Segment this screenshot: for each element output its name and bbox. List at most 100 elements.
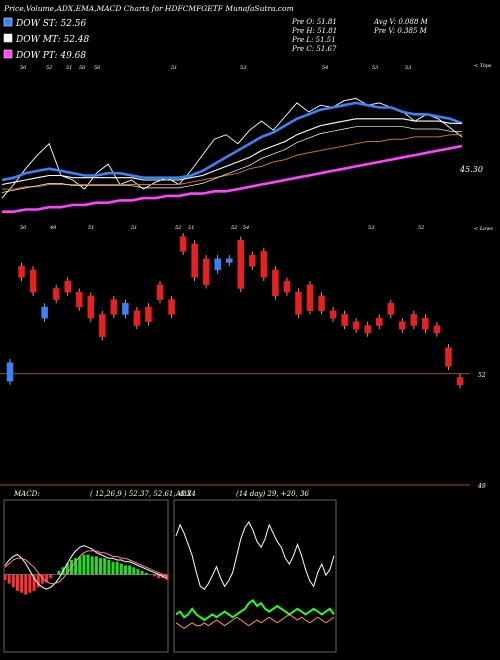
bottom-tick-label: 50 <box>20 225 27 231</box>
bottom-tick-label: 52 <box>418 225 424 231</box>
stat-prev-low: Pre L: 51.51 <box>291 36 336 44</box>
adx-panel <box>175 521 335 630</box>
bottom-tick-label: 53 <box>368 225 374 231</box>
macd-signal-line <box>4 550 168 585</box>
candle-body <box>168 299 175 315</box>
series-ema-long <box>2 134 462 190</box>
candle-body <box>387 303 395 315</box>
top-tick-label: 53 <box>372 65 378 71</box>
top-tick-label: 54 <box>322 65 328 71</box>
top-tick-label: 50 <box>20 65 27 71</box>
top-tick-label: 53 <box>240 65 246 71</box>
bottom-tick-label: 51 <box>131 225 137 231</box>
candle-body <box>145 306 152 323</box>
candle-body <box>99 314 106 337</box>
bottom-tick-label: 49 <box>49 225 57 231</box>
candle-body <box>52 288 60 300</box>
candle-body <box>179 236 187 252</box>
top-tick-label: 51 <box>66 65 72 71</box>
candle-body <box>41 306 48 319</box>
series-ema-short <box>1 101 463 182</box>
lows-label: < Lows <box>474 226 493 232</box>
adx-series-plus-di <box>175 599 335 622</box>
candle-body <box>272 269 279 297</box>
candle-body <box>87 295 95 319</box>
candle-body <box>260 251 268 278</box>
candle-body <box>306 284 314 311</box>
price-level-label: 45.30 <box>459 165 483 174</box>
adx-panel-frame <box>173 499 337 653</box>
bottom-tick-label: 52 <box>231 225 237 231</box>
candle-body <box>433 325 441 334</box>
macd-line <box>4 544 168 590</box>
stat-prev-volume: Pre V: 0.385 M <box>373 27 428 35</box>
candle-body <box>399 321 406 330</box>
candle-body <box>295 291 302 315</box>
top-tick-label: 52 <box>46 65 52 71</box>
stat-prev-high: Pre H: 51.81 <box>291 27 337 35</box>
candle-body <box>202 258 210 285</box>
tops-label: < Tops <box>474 63 492 69</box>
stats-block: Pre O: 51.81 Pre H: 51.81 Pre L: 51.51 P… <box>291 18 429 53</box>
candle-body <box>445 347 452 367</box>
series-dow-pt <box>2 144 463 213</box>
candle-body <box>191 243 198 278</box>
bottom-tick-label: 51 <box>188 225 194 231</box>
series-ema-mid <box>1 118 462 186</box>
level-label: 49 <box>477 483 486 490</box>
candle-body <box>318 295 325 311</box>
legend: DOW ST: 52.56 DOW MT: 52.48 DOW PT: 49.6… <box>3 17 90 61</box>
bottom-tick-label: 54 <box>243 225 249 231</box>
candle-body <box>364 325 371 334</box>
candlestick-panel: 52 49 <box>0 232 486 490</box>
macd-label: MACD: <box>13 490 40 498</box>
candle-body <box>422 317 429 330</box>
candle-body <box>18 265 25 278</box>
candle-body <box>329 310 337 319</box>
candle-body <box>456 377 464 386</box>
candle-body <box>214 258 221 271</box>
legend-swatch-st <box>3 17 13 27</box>
top-tick-label: 50 <box>79 65 86 71</box>
top-tick-label: 51 <box>171 65 177 71</box>
candle-body <box>29 269 37 293</box>
candle-body <box>341 314 348 326</box>
candle-body <box>133 310 141 326</box>
candle-body <box>352 321 360 330</box>
stat-prev-open: Pre O: 51.81 <box>291 18 337 26</box>
top-tick-label: 50 <box>94 65 101 71</box>
legend-dow-st: DOW ST: 52.56 <box>15 19 86 29</box>
candle-body <box>156 284 164 300</box>
candle-body <box>64 280 71 293</box>
legend-swatch-mt <box>3 33 13 43</box>
adx-series-minus-di <box>175 613 335 630</box>
candle-body <box>122 303 129 315</box>
bottom-tick-label: 51 <box>88 225 94 231</box>
series-close <box>1 97 463 199</box>
stat-avg-volume: Avg V: 0.088 M <box>373 18 429 26</box>
candle-body <box>375 317 383 326</box>
bottom-tick-label: 52 <box>175 225 181 231</box>
candle-body <box>75 291 83 308</box>
candle-body <box>225 258 233 263</box>
macd-params: ( 12,26,9 ) 52.37, 52.61, -0.24 <box>90 490 196 498</box>
legend-swatch-pt <box>3 49 13 59</box>
adx-series-adx <box>175 521 335 590</box>
candle-body <box>249 254 256 267</box>
stat-prev-close: Pre C: 51.67 <box>291 45 337 53</box>
level-label: 52 <box>478 372 486 379</box>
candle-body <box>283 280 291 293</box>
candle-body <box>110 299 118 315</box>
top-tick-label: 53 <box>405 65 411 71</box>
candle-body <box>410 314 418 326</box>
legend-dow-pt: DOW PT: 49.68 <box>15 51 86 61</box>
candle-body <box>237 240 245 289</box>
series-ema-mid-band <box>1 126 462 193</box>
adx-label: ADX <box>175 490 193 498</box>
macd-panel <box>3 544 169 595</box>
price-ema-panel: 50 52 51 50 50 51 53 54 53 53 50 49 51 51 52 51 52 54 53 52 <box>1 65 463 231</box>
candle-body <box>6 362 14 382</box>
chart-title: Price,Volume,ADX,EMA,MACD Charts for HDF… <box>3 4 294 13</box>
adx-params: (14 day) 29, +20, 36 <box>236 490 309 498</box>
